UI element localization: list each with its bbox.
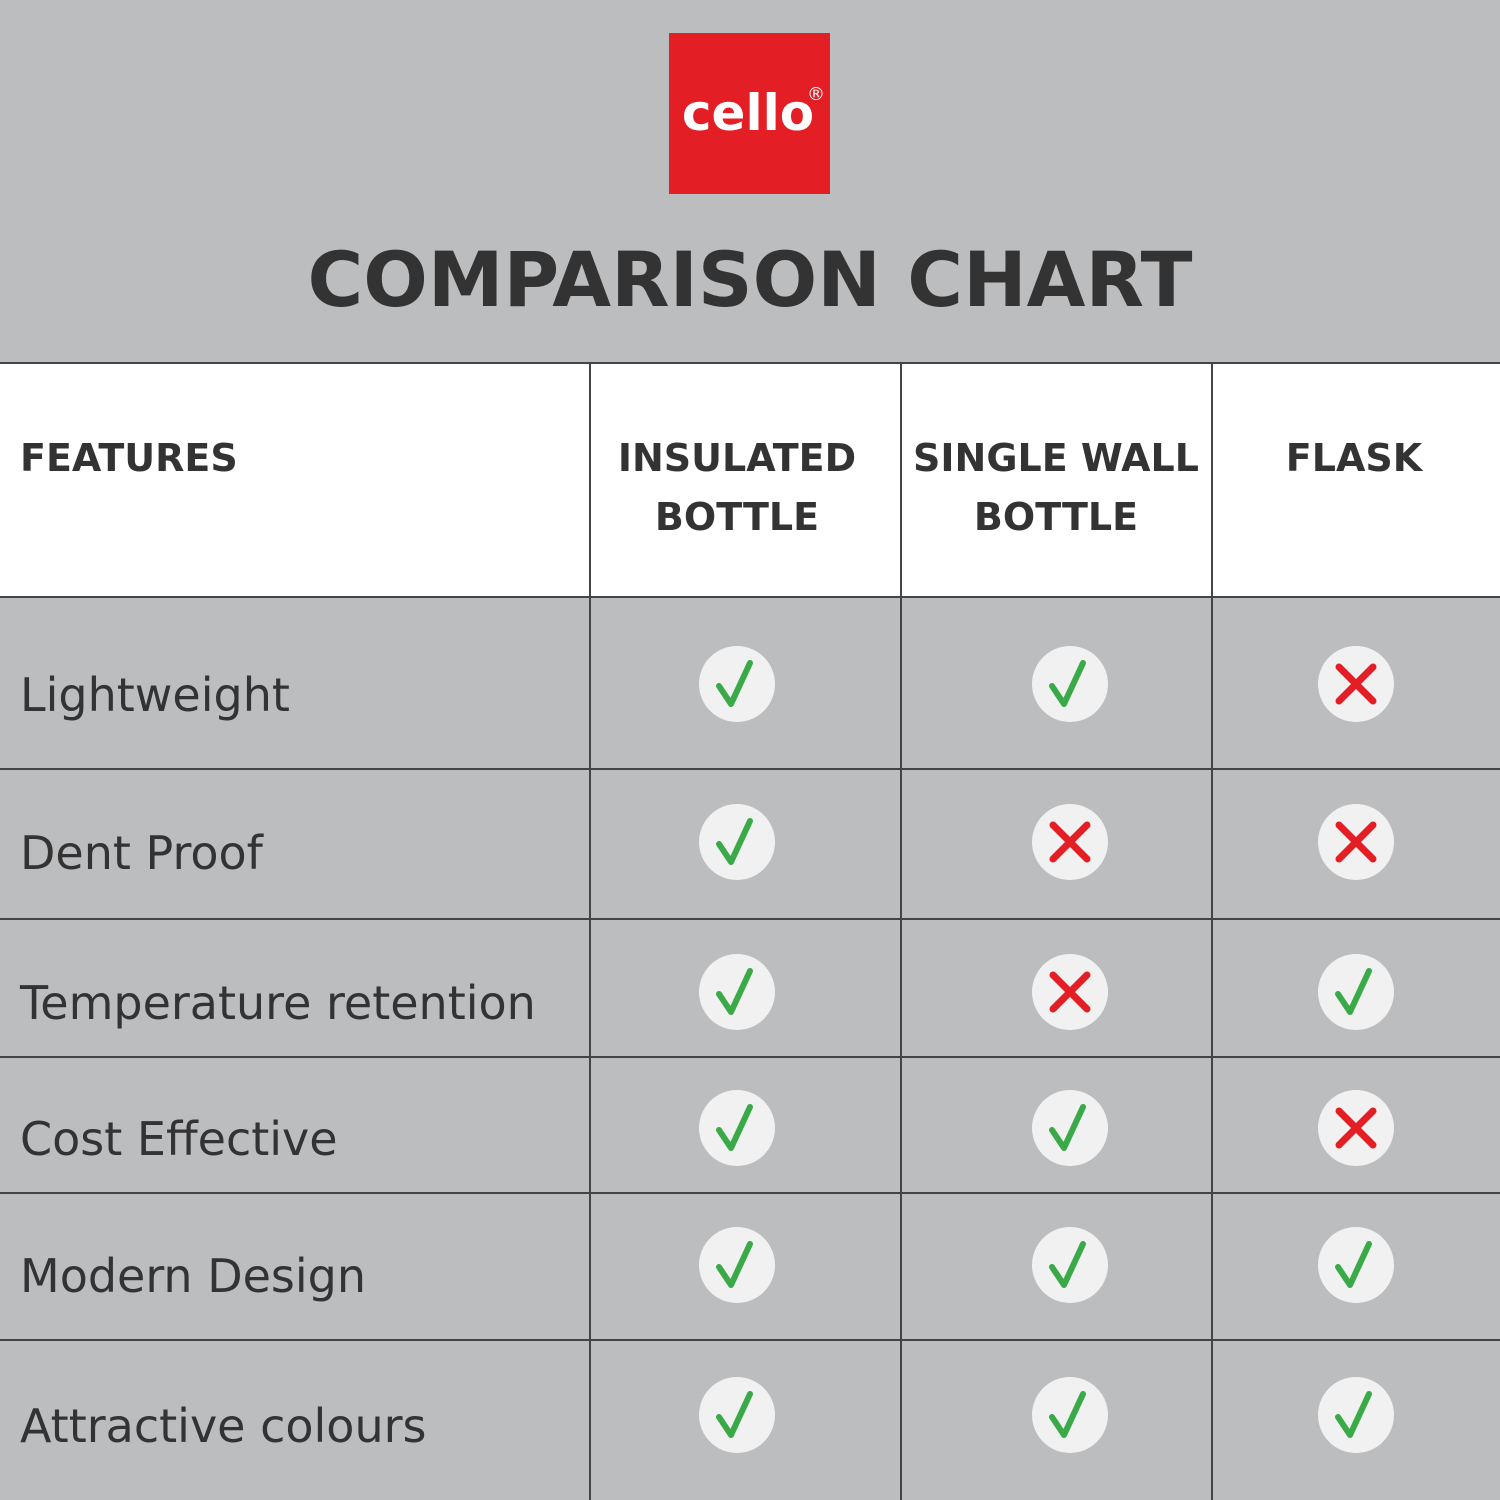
- check-glyph: [1049, 1241, 1086, 1288]
- check-icon: [1318, 1377, 1394, 1453]
- cross-icon: [1318, 1090, 1394, 1166]
- check-icon: [699, 1377, 775, 1453]
- check-icon: [699, 804, 775, 880]
- logo-registered: ®: [807, 84, 825, 105]
- check-icon: [1032, 1090, 1108, 1166]
- column-header: BOTTLE: [974, 495, 1138, 539]
- check-icon: [1032, 1377, 1108, 1453]
- cross-glyph: [1049, 821, 1091, 863]
- check-icon: [1032, 646, 1108, 722]
- feature-label: Temperature retention: [19, 976, 536, 1030]
- check-glyph: [1049, 660, 1086, 707]
- check-icon: [1318, 1227, 1394, 1303]
- feature-label: Modern Design: [20, 1249, 366, 1303]
- logo-text: cello: [682, 84, 814, 142]
- check-glyph: [716, 1241, 753, 1288]
- logo-box: [669, 33, 830, 194]
- check-icon: [1318, 954, 1394, 1030]
- cross-icon: [1032, 954, 1108, 1030]
- check-glyph: [716, 818, 753, 865]
- header-row: [0, 363, 1500, 597]
- check-icon: [1032, 1227, 1108, 1303]
- cross-glyph: [1335, 821, 1377, 863]
- cross-icon: [1318, 804, 1394, 880]
- feature-label: Attractive colours: [20, 1399, 426, 1453]
- feature-label: Lightweight: [20, 668, 290, 722]
- cross-icon: [1318, 646, 1394, 722]
- check-icon: [699, 1227, 775, 1303]
- cross-icon: [1032, 804, 1108, 880]
- check-icon: [699, 954, 775, 1030]
- features-header: FEATURES: [20, 436, 238, 480]
- column-header: FLASK: [1286, 436, 1424, 480]
- cross-glyph: [1335, 663, 1377, 705]
- check-glyph: [1335, 1241, 1372, 1288]
- check-glyph: [1049, 1104, 1086, 1151]
- feature-label: Cost Effective: [20, 1112, 338, 1166]
- check-glyph: [1335, 968, 1372, 1015]
- column-header: INSULATED: [618, 436, 856, 480]
- cross-glyph: [1335, 1107, 1377, 1149]
- check-icon: [699, 1090, 775, 1166]
- check-glyph: [1335, 1391, 1372, 1438]
- check-glyph: [716, 1104, 753, 1151]
- column-header: SINGLE WALL: [913, 436, 1199, 480]
- check-glyph: [1049, 1391, 1086, 1438]
- title: COMPARISON CHART: [308, 235, 1193, 324]
- check-glyph: [716, 660, 753, 707]
- check-glyph: [716, 968, 753, 1015]
- check-glyph: [716, 1391, 753, 1438]
- cross-glyph: [1049, 971, 1091, 1013]
- check-icon: [699, 646, 775, 722]
- column-header: BOTTLE: [655, 495, 819, 539]
- feature-label: Dent Proof: [20, 826, 265, 880]
